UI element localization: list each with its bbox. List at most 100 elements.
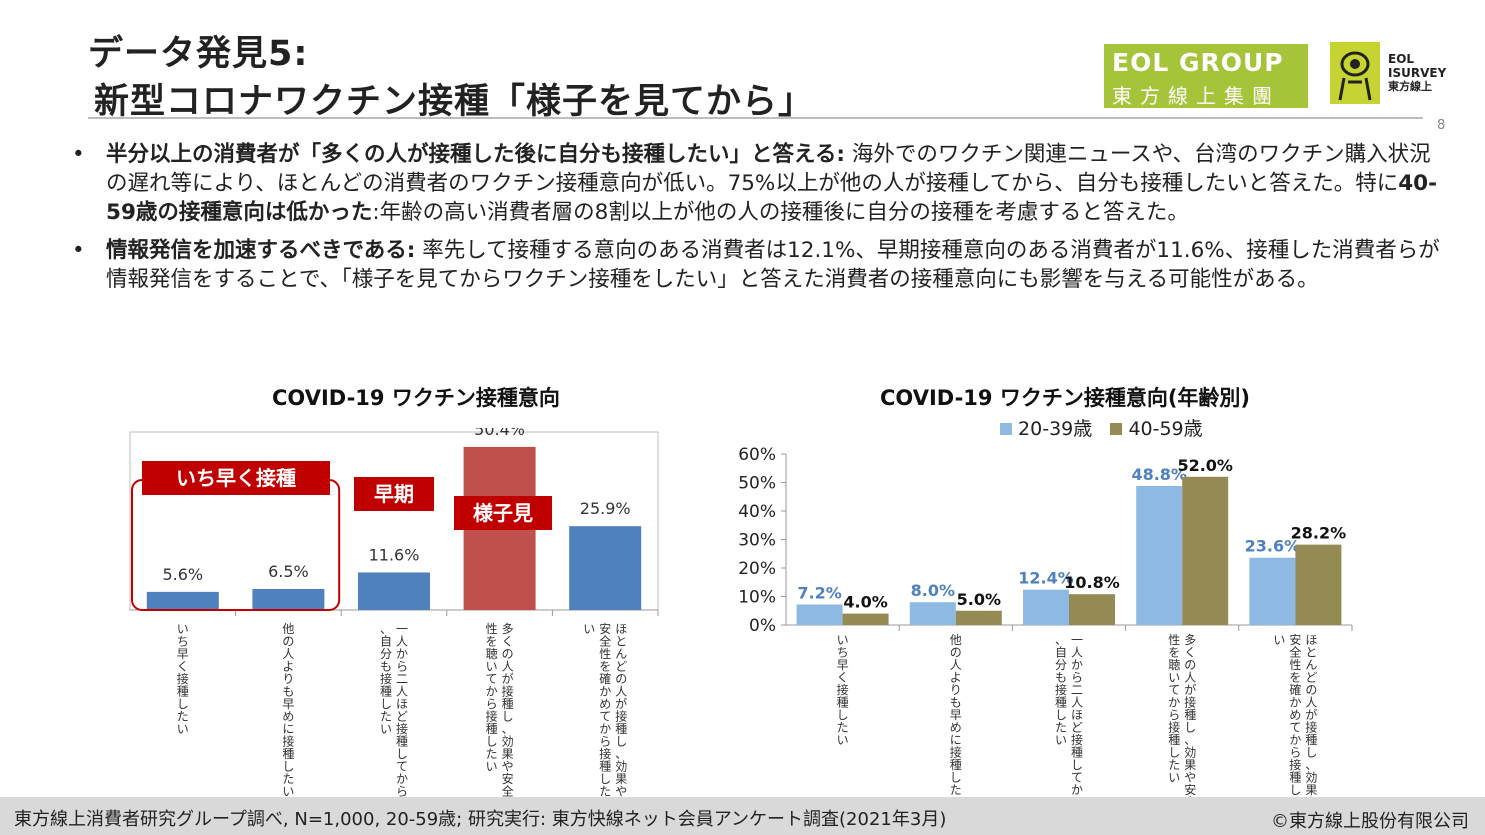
- svg-text:種: 種: [380, 685, 392, 699]
- chart2-y-tick-label: 10%: [738, 588, 776, 608]
- svg-text:ん: ん: [1305, 658, 1317, 672]
- chart2-plot: 0%10%20%30%40%50%60%7.2% 4.0%いち早く接種したい8.0…: [738, 445, 1353, 798]
- svg-text:ほ: ほ: [396, 697, 408, 711]
- bullet-dot: •: [72, 142, 85, 167]
- svg-text:り: り: [950, 683, 962, 697]
- svg-text:し: し: [282, 760, 294, 774]
- svg-text:し: し: [615, 735, 627, 749]
- chart2-bar-young: [1023, 589, 1069, 625]
- svg-text:種: 種: [177, 685, 189, 699]
- svg-text:接: 接: [1055, 682, 1067, 697]
- chart2-y-tick-label: 50%: [738, 474, 776, 494]
- svg-text:果: 果: [502, 747, 514, 761]
- svg-text:接: 接: [380, 671, 392, 686]
- svg-text:し: し: [1071, 758, 1083, 772]
- svg-text:て: て: [1289, 721, 1301, 735]
- svg-text:接: 接: [1071, 732, 1083, 747]
- svg-text:全: 全: [599, 634, 611, 649]
- chart2-bar-old: [1295, 544, 1342, 625]
- chart2-y-tick-label: 0%: [749, 616, 776, 636]
- svg-text:安: 安: [1184, 782, 1196, 797]
- chart1-callout-wait: 様子見: [473, 501, 533, 525]
- bullet-text: 海外でのワクチン関連ニュースや、台湾のワクチン購入状況の遅れ等により、ほとんどの…: [106, 142, 1431, 196]
- svg-text:ほ: ほ: [615, 622, 627, 636]
- svg-text:の: の: [950, 646, 962, 660]
- svg-text:種: 種: [1184, 708, 1196, 722]
- svg-text:ち: ち: [177, 635, 189, 649]
- svg-text:も: も: [950, 696, 962, 710]
- svg-text:接: 接: [486, 709, 498, 724]
- svg-text:か: か: [1071, 658, 1083, 672]
- svg-text:を: を: [486, 635, 498, 649]
- svg-text:二: 二: [396, 672, 408, 686]
- chart1-bar: [252, 588, 325, 610]
- svg-text:接: 接: [502, 684, 514, 699]
- svg-text:も: も: [380, 660, 392, 674]
- bullet-heading: 情報発信を加速するべきである:: [106, 238, 416, 263]
- eol-logo-subtext: 東方線上集團: [1112, 84, 1280, 108]
- svg-text:い: い: [282, 785, 294, 799]
- svg-text:全: 全: [1289, 645, 1301, 660]
- svg-text:め: め: [1289, 708, 1301, 722]
- svg-text:早: 早: [282, 697, 294, 711]
- svg-text:人: 人: [502, 660, 514, 674]
- svg-text:ど: ど: [615, 660, 627, 674]
- svg-text:種: 種: [950, 758, 962, 772]
- isurvey-text-1: EOL: [1388, 52, 1415, 66]
- chart2-y-tick-label: 20%: [738, 559, 776, 579]
- svg-text:た: た: [1289, 796, 1301, 798]
- svg-text:い: い: [177, 622, 189, 636]
- chart2-data-label: 8.0%: [911, 581, 955, 600]
- svg-text:い: い: [177, 722, 189, 736]
- svg-text:種: 種: [599, 760, 611, 774]
- svg-text:ん: ん: [615, 647, 627, 661]
- svg-text:か: か: [1071, 783, 1083, 797]
- svg-text:ち: ち: [837, 646, 849, 660]
- svg-text:い: い: [1273, 633, 1285, 647]
- svg-text:安: 安: [1289, 632, 1301, 647]
- svg-text:人: 人: [282, 647, 294, 661]
- svg-text:果: 果: [1184, 758, 1196, 772]
- svg-text:し: し: [599, 772, 611, 786]
- svg-text:確: 確: [1289, 682, 1301, 697]
- svg-text:た: た: [1055, 721, 1067, 735]
- chart2-data-label: 48.8%: [1131, 465, 1187, 484]
- svg-text:安: 安: [502, 771, 514, 786]
- svg-text:や: や: [1305, 796, 1317, 798]
- chart2-data-label: 12.4%: [1018, 569, 1074, 588]
- title-divider: [88, 117, 1423, 119]
- svg-text:い: い: [837, 733, 849, 747]
- svg-text:ら: ら: [486, 697, 498, 711]
- bullet-item: • 情報発信を加速するべきである: 率先して接種する意向のある消費者は12.1%…: [72, 236, 1442, 294]
- svg-text:性: 性: [1289, 658, 1301, 672]
- chart2-y-tick-label: 40%: [738, 502, 776, 522]
- chart1-data-label: 5.6%: [162, 565, 203, 584]
- svg-text:た: た: [1168, 758, 1180, 772]
- svg-text:人: 人: [396, 685, 408, 699]
- svg-text:い: い: [486, 760, 498, 774]
- svg-text:性: 性: [486, 622, 498, 636]
- svg-text:一: 一: [396, 622, 408, 636]
- svg-text:の: の: [615, 672, 627, 686]
- svg-text:て: て: [396, 760, 408, 774]
- svg-text:を: を: [1168, 646, 1180, 660]
- svg-text:種: 種: [837, 696, 849, 710]
- svg-text:か: か: [396, 647, 408, 661]
- svg-text:く: く: [502, 635, 514, 649]
- svg-text:種: 種: [1289, 771, 1301, 785]
- svg-text:が: が: [615, 696, 627, 711]
- bullet-text: 率先して接種する意向のある消費者は12.1%、早期接種意向のある消費者が11.6…: [106, 238, 1440, 292]
- svg-text:確: 確: [599, 671, 611, 686]
- svg-text:二: 二: [1071, 683, 1083, 697]
- svg-text:く: く: [177, 660, 189, 674]
- svg-text:に: に: [950, 733, 962, 747]
- svg-text:の: の: [502, 647, 514, 661]
- svg-text:早: 早: [837, 658, 849, 672]
- chart2-bar-young: [909, 602, 956, 625]
- svg-text:し: し: [177, 697, 189, 711]
- isurvey-text-3: 東方線上: [1388, 80, 1432, 93]
- svg-text:い: い: [1055, 733, 1067, 747]
